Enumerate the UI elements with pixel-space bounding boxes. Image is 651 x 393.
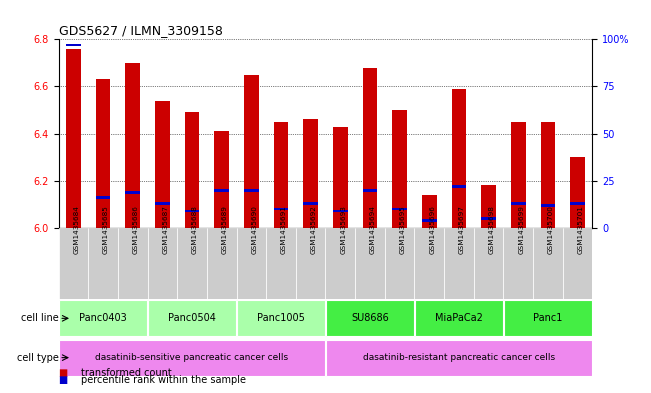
Bar: [422, 195, 437, 228]
Text: GSM1435685: GSM1435685: [103, 206, 109, 255]
Bar: [89, 228, 118, 299]
Bar: [326, 228, 355, 299]
Text: GSM1435699: GSM1435699: [518, 206, 524, 255]
Bar: [236, 228, 266, 299]
Text: Panc0403: Panc0403: [79, 313, 127, 323]
Bar: [66, 44, 81, 46]
Bar: [273, 208, 288, 211]
Text: GSM1435684: GSM1435684: [74, 206, 79, 255]
Bar: [96, 196, 111, 199]
Bar: [540, 122, 555, 228]
Bar: [214, 131, 229, 228]
Bar: [363, 68, 378, 228]
Bar: [148, 228, 177, 299]
Bar: [237, 300, 325, 336]
Bar: [296, 228, 326, 299]
Bar: [385, 228, 415, 299]
Bar: [415, 228, 444, 299]
Bar: [266, 228, 296, 299]
Text: Panc1005: Panc1005: [257, 313, 305, 323]
Text: cell type: cell type: [18, 353, 59, 363]
Bar: [185, 112, 199, 228]
Bar: [244, 75, 258, 228]
Bar: [422, 219, 437, 222]
Text: GSM1435690: GSM1435690: [251, 206, 257, 255]
Text: transformed count: transformed count: [81, 368, 172, 378]
Text: SU8686: SU8686: [351, 313, 389, 323]
Bar: [504, 300, 592, 336]
Bar: [452, 89, 466, 228]
Text: GSM1435686: GSM1435686: [133, 206, 139, 255]
Bar: [273, 122, 288, 228]
Text: GSM1435700: GSM1435700: [548, 206, 554, 255]
Bar: [333, 127, 348, 228]
Bar: [481, 217, 496, 220]
Bar: [333, 209, 348, 212]
Bar: [59, 300, 147, 336]
Bar: [363, 189, 378, 192]
Bar: [452, 185, 466, 188]
Text: GSM1435701: GSM1435701: [577, 206, 583, 255]
Text: GSM1435698: GSM1435698: [489, 206, 495, 255]
Text: GSM1435697: GSM1435697: [459, 206, 465, 255]
Bar: [118, 228, 148, 299]
Text: GSM1435687: GSM1435687: [162, 206, 169, 255]
Bar: [562, 228, 592, 299]
Bar: [474, 228, 503, 299]
Text: Panc1: Panc1: [533, 313, 562, 323]
Text: GSM1435689: GSM1435689: [222, 206, 228, 255]
Bar: [540, 204, 555, 207]
Bar: [570, 202, 585, 205]
Text: GSM1435692: GSM1435692: [311, 206, 316, 255]
Bar: [392, 208, 407, 211]
Text: GSM1435688: GSM1435688: [192, 206, 198, 255]
Bar: [481, 185, 496, 228]
Bar: [355, 228, 385, 299]
Bar: [303, 202, 318, 205]
Bar: [59, 228, 89, 299]
Bar: [326, 340, 592, 376]
Bar: [177, 228, 207, 299]
Text: dasatinib-resistant pancreatic cancer cells: dasatinib-resistant pancreatic cancer ce…: [363, 353, 555, 362]
Bar: [244, 189, 258, 192]
Bar: [303, 119, 318, 228]
Bar: [96, 79, 111, 228]
Text: percentile rank within the sample: percentile rank within the sample: [81, 375, 246, 386]
Bar: [511, 122, 526, 228]
Text: cell line: cell line: [21, 313, 59, 323]
Bar: [326, 300, 414, 336]
Bar: [207, 228, 236, 299]
Bar: [66, 49, 81, 228]
Text: GSM1435691: GSM1435691: [281, 206, 287, 255]
Bar: [214, 189, 229, 192]
Bar: [125, 191, 140, 193]
Text: MiaPaCa2: MiaPaCa2: [435, 313, 483, 323]
Bar: [503, 228, 533, 299]
Bar: [59, 340, 325, 376]
Text: GSM1435694: GSM1435694: [370, 206, 376, 255]
Bar: [444, 228, 474, 299]
Bar: [185, 209, 199, 212]
Bar: [570, 157, 585, 228]
Bar: [415, 300, 503, 336]
Text: ■: ■: [59, 375, 68, 386]
Bar: [533, 228, 562, 299]
Bar: [155, 101, 170, 228]
Bar: [511, 202, 526, 205]
Text: Panc0504: Panc0504: [168, 313, 216, 323]
Text: GSM1435693: GSM1435693: [340, 206, 346, 255]
Bar: [392, 110, 407, 228]
Bar: [125, 63, 140, 228]
Text: dasatinib-sensitive pancreatic cancer cells: dasatinib-sensitive pancreatic cancer ce…: [96, 353, 288, 362]
Text: GSM1435696: GSM1435696: [429, 206, 436, 255]
Bar: [155, 202, 170, 205]
Text: ■: ■: [59, 368, 68, 378]
Text: GDS5627 / ILMN_3309158: GDS5627 / ILMN_3309158: [59, 24, 223, 37]
Bar: [148, 300, 236, 336]
Text: GSM1435695: GSM1435695: [400, 206, 406, 255]
